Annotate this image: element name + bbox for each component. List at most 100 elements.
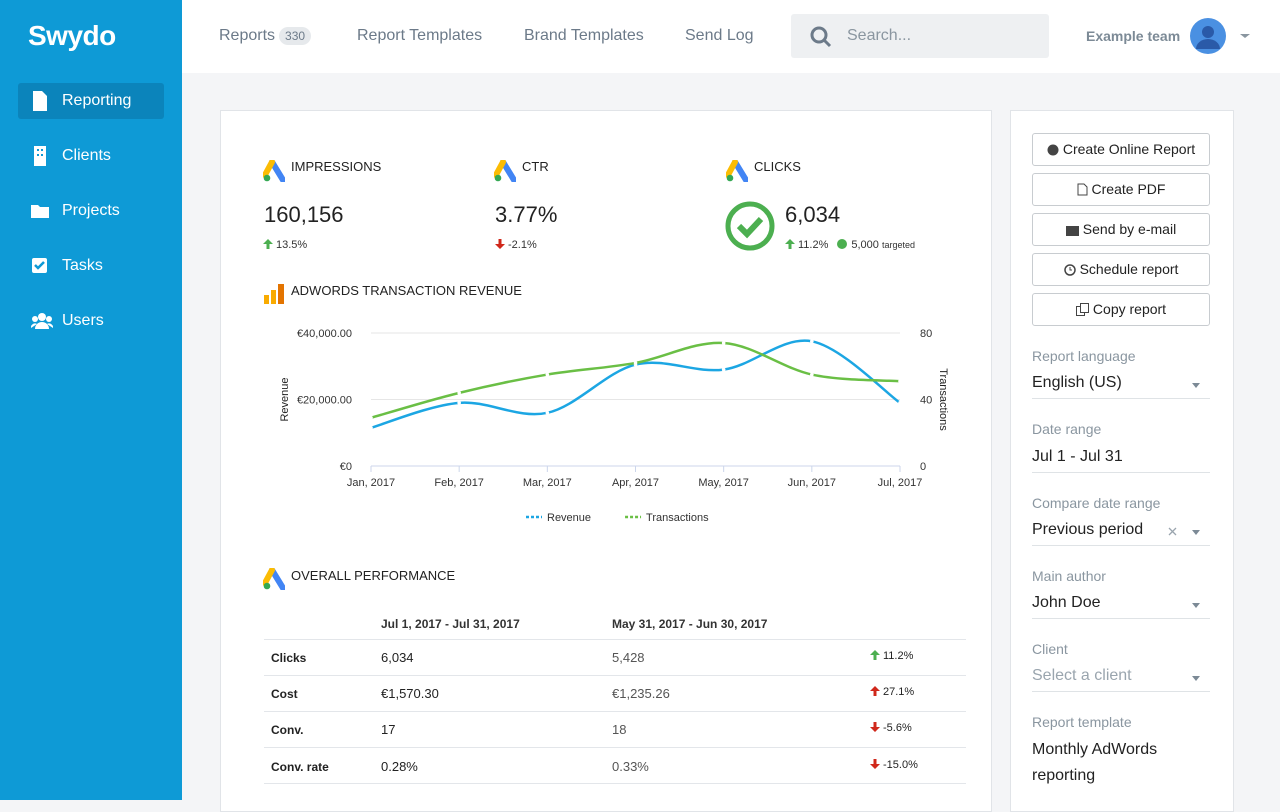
nav-item[interactable]: Projects bbox=[18, 193, 164, 229]
y-axis-title: Revenue bbox=[279, 377, 291, 421]
data-point bbox=[898, 379, 902, 383]
field-underline bbox=[1032, 398, 1210, 399]
section-title: OVERALL PERFORMANCE bbox=[291, 568, 455, 583]
action-button[interactable]: Schedule report bbox=[1032, 253, 1210, 286]
y-tick-label: €0 bbox=[340, 461, 352, 473]
field-underline bbox=[1032, 691, 1210, 692]
data-point bbox=[722, 341, 726, 345]
change-value: -15.0% bbox=[883, 759, 918, 771]
field-value[interactable]: Previous period bbox=[1032, 521, 1143, 539]
cell: 0.28% bbox=[381, 759, 418, 774]
action-button[interactable]: Create PDF bbox=[1032, 173, 1210, 206]
y-tick-label: €40,000.00 bbox=[297, 328, 352, 340]
kpi-change-value: 11.2% bbox=[798, 239, 828, 251]
row-divider bbox=[264, 711, 966, 712]
nav-label: Users bbox=[62, 312, 104, 330]
nav-item[interactable]: Reporting bbox=[18, 83, 164, 119]
kpi-change-value: -2.1% bbox=[508, 239, 537, 251]
change-cell: 11.2% bbox=[870, 650, 913, 662]
search-box[interactable]: Search... bbox=[791, 14, 1049, 58]
x-tick-label: Jul, 2017 bbox=[878, 477, 923, 489]
avatar[interactable] bbox=[1190, 18, 1250, 56]
button-label: Copy report bbox=[1093, 301, 1166, 317]
ads-logo bbox=[263, 568, 285, 590]
change-cell: 27.1% bbox=[870, 686, 914, 698]
y2-tick-label: 40 bbox=[920, 395, 932, 407]
kpi-value: 3.77% bbox=[495, 202, 557, 228]
logo[interactable]: Swydo bbox=[28, 20, 116, 52]
x-tick-label: Jan, 2017 bbox=[347, 477, 395, 489]
cell: €1,570.30 bbox=[381, 686, 439, 701]
field-label: Main author bbox=[1032, 568, 1106, 584]
target-met-icon bbox=[725, 201, 775, 251]
tab[interactable]: Brand Templates bbox=[524, 27, 644, 45]
ads-logo bbox=[263, 160, 285, 182]
change-cell: -15.0% bbox=[870, 759, 918, 771]
cell: €1,235.26 bbox=[612, 686, 670, 701]
action-button[interactable]: Copy report bbox=[1032, 293, 1210, 326]
target-dot bbox=[837, 239, 847, 249]
data-point bbox=[546, 373, 550, 377]
kpi-change: 13.5% bbox=[263, 239, 307, 251]
data-point bbox=[457, 401, 461, 405]
search-placeholder: Search... bbox=[847, 27, 911, 45]
data-point bbox=[457, 391, 461, 395]
field-value[interactable]: Jul 1 - Jul 31 bbox=[1032, 448, 1123, 466]
data-point bbox=[722, 368, 726, 372]
tab[interactable]: Report Templates bbox=[357, 27, 482, 45]
dropdown-caret[interactable] bbox=[1192, 603, 1200, 608]
data-point bbox=[546, 411, 550, 415]
y2-axis-title: Transactions bbox=[937, 368, 949, 431]
field-value[interactable]: John Doe bbox=[1032, 594, 1101, 612]
team-name[interactable]: Example team bbox=[1086, 28, 1180, 44]
column-header: May 31, 2017 - Jun 30, 2017 bbox=[612, 617, 767, 631]
row-label: Clicks bbox=[271, 651, 306, 665]
field-value[interactable]: English (US) bbox=[1032, 374, 1122, 392]
nav-item[interactable]: Tasks bbox=[18, 248, 164, 284]
dropdown-caret[interactable] bbox=[1192, 530, 1200, 535]
action-button[interactable]: Send by e-mail bbox=[1032, 213, 1210, 246]
dropdown-caret[interactable] bbox=[1192, 383, 1200, 388]
field-label: Report language bbox=[1032, 348, 1136, 364]
change-cell: -5.6% bbox=[870, 722, 912, 734]
nav-item[interactable]: Clients bbox=[18, 138, 164, 174]
y-tick-label: €20,000.00 bbox=[297, 395, 352, 407]
row-divider bbox=[264, 783, 966, 784]
tab[interactable]: Send Log bbox=[685, 27, 754, 45]
x-tick-label: Mar, 2017 bbox=[523, 477, 572, 489]
data-point bbox=[369, 426, 373, 430]
field-label: Report template bbox=[1032, 714, 1132, 730]
kpi-value: 160,156 bbox=[264, 202, 344, 228]
field-placeholder[interactable]: Select a client bbox=[1032, 667, 1132, 685]
cell: 17 bbox=[381, 722, 395, 737]
change-value: 27.1% bbox=[883, 686, 914, 698]
dropdown-caret[interactable] bbox=[1192, 676, 1200, 681]
kpi-label: CLICKS bbox=[754, 159, 801, 174]
x-tick-label: Feb, 2017 bbox=[434, 477, 484, 489]
nav-label: Reporting bbox=[62, 92, 131, 110]
sidebar: Swydo Reporting Clients Projects Tasks U… bbox=[0, 0, 182, 800]
field-value[interactable]: Monthly AdWords reporting bbox=[1032, 737, 1172, 789]
data-point bbox=[634, 361, 638, 365]
count-badge: 330 bbox=[279, 27, 311, 45]
field-underline bbox=[1032, 472, 1210, 473]
kpi-change-value: 13.5% bbox=[276, 239, 307, 251]
cell: 18 bbox=[612, 722, 626, 737]
row-label: Conv. bbox=[271, 723, 303, 737]
button-label: Create Online Report bbox=[1063, 141, 1195, 157]
nav-label: Tasks bbox=[62, 257, 103, 275]
button-label: Schedule report bbox=[1080, 261, 1179, 277]
nav-item[interactable]: Users bbox=[18, 303, 164, 339]
data-point bbox=[369, 416, 373, 420]
clear-icon[interactable] bbox=[1168, 527, 1177, 536]
action-button[interactable]: Create Online Report bbox=[1032, 133, 1210, 166]
tab[interactable]: Reports330 bbox=[219, 27, 311, 45]
x-tick-label: Jun, 2017 bbox=[788, 477, 836, 489]
field-label: Date range bbox=[1032, 421, 1101, 437]
cell: 6,034 bbox=[381, 650, 414, 665]
kpi-label: IMPRESSIONS bbox=[291, 159, 381, 174]
tab-label: Reports bbox=[219, 27, 275, 44]
data-point bbox=[898, 401, 902, 405]
kpi-value: 6,034 bbox=[785, 202, 840, 228]
